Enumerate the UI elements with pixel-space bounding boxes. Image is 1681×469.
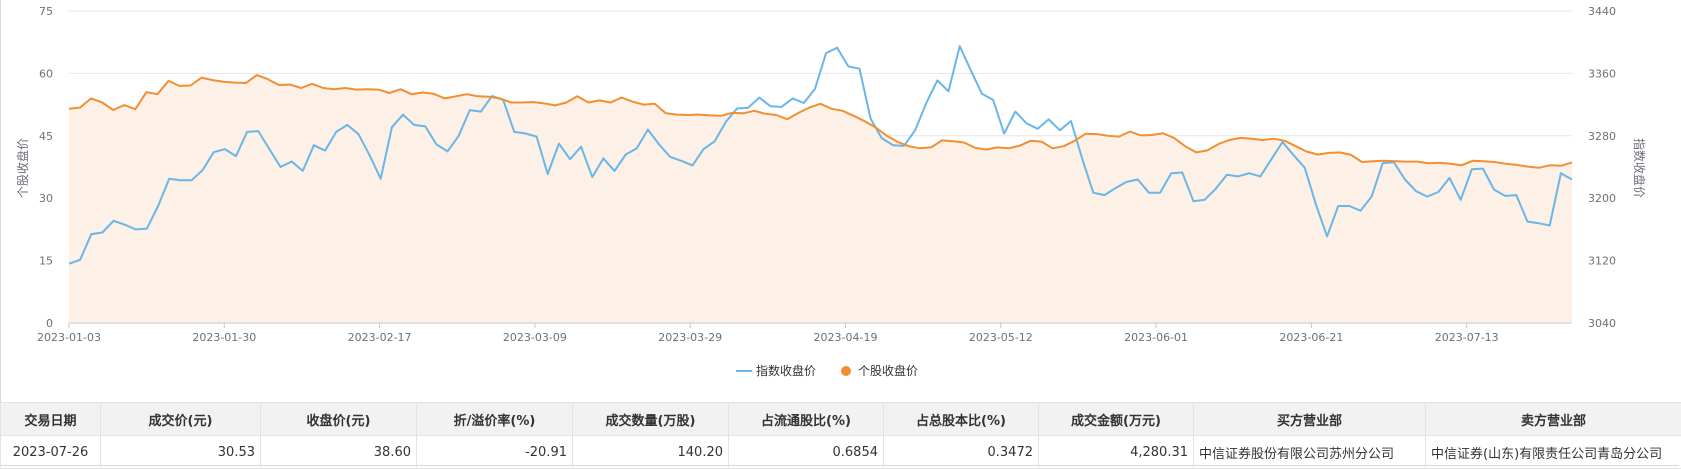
header-trade-date[interactable]: 交易日期: [1, 403, 101, 436]
left-tick-label: 30: [39, 192, 53, 205]
cell-total-ratio: 0.3472: [884, 436, 1039, 469]
right-tick-label: 3280: [1588, 130, 1616, 143]
chart-legend[interactable]: 指数收盘价 个股收盘价: [736, 363, 918, 378]
left-tick-label: 45: [39, 130, 53, 143]
x-tick-label: 2023-02-17: [348, 331, 412, 344]
legend-item-stock[interactable]: 个股收盘价: [841, 363, 918, 378]
x-tick-label: 2023-03-09: [503, 331, 567, 344]
cell-premium-rate: -20.91: [417, 436, 573, 469]
table-row: 2023-07-26 30.53 38.60 -20.91 140.20 0.6…: [1, 436, 1681, 469]
header-seller[interactable]: 卖方营业部: [1426, 403, 1681, 436]
right-tick-label: 3120: [1588, 255, 1616, 268]
cell-float-ratio: 0.6854: [729, 436, 884, 469]
x-tick-label: 2023-06-21: [1279, 331, 1343, 344]
left-tick-label: 15: [39, 255, 53, 268]
x-tick-label: 2023-04-19: [814, 331, 878, 344]
legend-label-stock: 个股收盘价: [858, 363, 918, 378]
x-tick-label: 2023-03-29: [658, 331, 722, 344]
right-tick-label: 3360: [1588, 67, 1616, 80]
legend-label-index: 指数收盘价: [756, 363, 816, 378]
stock-vs-index-chart: 0 3040 15 3120 30 3200 45 3280 60 3360 75 3440 2023-…: [0, 0, 1681, 395]
x-tick-label: 2023-01-30: [192, 331, 256, 344]
header-buyer[interactable]: 买方营业部: [1194, 403, 1426, 436]
right-axis-title: 指数收盘价: [1632, 138, 1647, 198]
cell-seller: 中信证券(山东)有限责任公司青岛分公司: [1426, 436, 1681, 469]
block-trade-table: 交易日期 成交价(元) 收盘价(元) 折/溢价率(%) 成交数量(万股) 占流通…: [0, 402, 1681, 469]
legend-item-index[interactable]: 指数收盘价: [736, 363, 816, 378]
x-tick-label: 2023-07-13: [1435, 331, 1499, 344]
header-volume[interactable]: 成交数量(万股): [573, 403, 729, 436]
right-tick-label: 3440: [1588, 5, 1616, 18]
table-header-row: 交易日期 成交价(元) 收盘价(元) 折/溢价率(%) 成交数量(万股) 占流通…: [1, 403, 1681, 436]
cell-trade-price: 30.53: [101, 436, 261, 469]
x-tick-label: 2023-05-12: [969, 331, 1033, 344]
cell-volume: 140.20: [573, 436, 729, 469]
cell-buyer: 中信证券股份有限公司苏州分公司: [1194, 436, 1426, 469]
left-tick-label: 75: [39, 5, 53, 18]
header-premium-rate[interactable]: 折/溢价率(%): [417, 403, 573, 436]
stock-area-fill: [69, 75, 1572, 323]
header-trade-price[interactable]: 成交价(元): [101, 403, 261, 436]
cell-close-price: 38.60: [261, 436, 417, 469]
header-amount[interactable]: 成交金额(万元): [1039, 403, 1194, 436]
right-tick-label: 3040: [1588, 317, 1616, 330]
stock-area: [69, 75, 1572, 323]
header-close-price[interactable]: 收盘价(元): [261, 403, 417, 436]
x-tick-label: 2023-01-03: [37, 331, 101, 344]
cell-trade-date: 2023-07-26: [1, 436, 101, 469]
left-axis-title: 个股收盘价: [15, 138, 30, 198]
left-tick-label: 60: [39, 67, 53, 80]
x-tick-label: 2023-06-01: [1124, 331, 1188, 344]
header-float-ratio[interactable]: 占流通股比(%): [729, 403, 884, 436]
cell-amount: 4,280.31: [1039, 436, 1194, 469]
left-tick-label: 0: [46, 317, 53, 330]
header-total-ratio[interactable]: 占总股本比(%): [884, 403, 1039, 436]
right-tick-label: 3200: [1588, 192, 1616, 205]
